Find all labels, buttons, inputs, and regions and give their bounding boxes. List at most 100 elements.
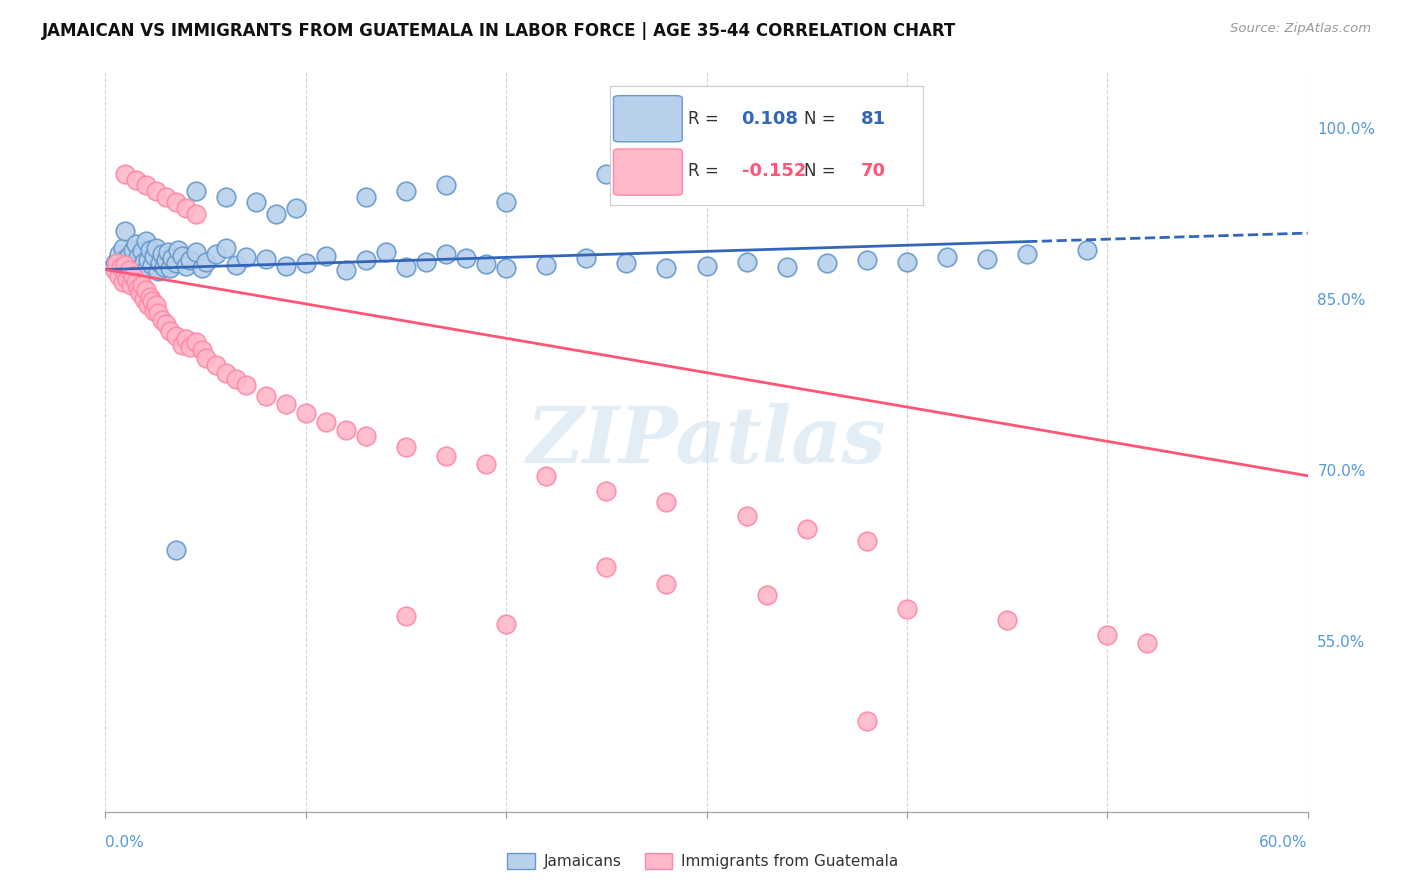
Point: [454, 251, 477, 265]
Point: [575, 251, 598, 265]
Point: [146, 263, 169, 277]
Point: [434, 178, 457, 193]
Point: [174, 332, 197, 346]
Point: [145, 184, 167, 198]
Point: [150, 312, 173, 326]
Point: [114, 266, 136, 280]
Point: [148, 256, 170, 270]
Point: [245, 195, 267, 210]
Point: [150, 246, 173, 260]
Point: [595, 483, 617, 498]
Point: [159, 324, 181, 338]
Point: [225, 258, 247, 272]
Point: [190, 343, 212, 358]
Point: [128, 286, 150, 301]
Point: [214, 189, 236, 203]
Point: [135, 283, 157, 297]
Point: [142, 303, 165, 318]
Point: [735, 254, 758, 268]
Point: [190, 261, 212, 276]
Point: [655, 261, 678, 276]
Point: [124, 259, 146, 273]
Point: [434, 246, 457, 260]
Point: [274, 397, 297, 411]
Point: [155, 317, 177, 331]
Point: [145, 241, 167, 255]
Point: [896, 602, 918, 616]
Point: [141, 294, 163, 309]
Point: [179, 340, 201, 354]
Point: [156, 245, 179, 260]
Point: [131, 278, 153, 293]
Point: [655, 577, 678, 591]
Point: [104, 262, 127, 277]
Point: [735, 508, 758, 523]
Point: [135, 234, 157, 248]
Point: [335, 262, 357, 277]
Point: [235, 377, 257, 392]
Point: [395, 184, 418, 198]
Point: [184, 335, 207, 350]
Point: [138, 290, 160, 304]
Point: [128, 263, 150, 277]
Point: [995, 613, 1018, 627]
Point: [142, 249, 165, 263]
Point: [184, 184, 207, 198]
Point: [136, 253, 159, 268]
Point: [155, 253, 177, 268]
Point: [118, 262, 141, 277]
Point: [118, 249, 141, 263]
Point: [295, 406, 318, 420]
Point: [475, 458, 498, 472]
Point: [124, 237, 146, 252]
Point: [214, 241, 236, 255]
Point: [141, 258, 163, 272]
Point: [1136, 636, 1159, 650]
Point: [755, 588, 778, 602]
Point: [145, 298, 167, 312]
Point: [595, 167, 617, 181]
Point: [159, 261, 181, 276]
Point: [110, 260, 132, 275]
Point: [114, 258, 136, 272]
Point: [170, 337, 193, 351]
Point: [214, 366, 236, 380]
Text: 60.0%: 60.0%: [1260, 836, 1308, 850]
Point: [696, 259, 718, 273]
Point: [1076, 243, 1098, 257]
Point: [495, 195, 517, 210]
Text: Source: ZipAtlas.com: Source: ZipAtlas.com: [1230, 22, 1371, 36]
Point: [127, 281, 149, 295]
Point: [855, 253, 877, 268]
Point: [112, 275, 135, 289]
Point: [179, 253, 201, 268]
Text: 0.0%: 0.0%: [105, 836, 145, 850]
Point: [166, 243, 188, 257]
Point: [194, 351, 217, 366]
Point: [395, 440, 418, 454]
Point: [122, 269, 145, 284]
Point: [135, 178, 157, 193]
Point: [104, 256, 127, 270]
Point: [136, 298, 159, 312]
Point: [354, 429, 377, 443]
Point: [122, 243, 145, 257]
Point: [117, 263, 139, 277]
Point: [108, 246, 131, 260]
Point: [595, 559, 617, 574]
Point: [434, 450, 457, 464]
Point: [655, 495, 678, 509]
Point: [124, 275, 146, 289]
Point: [254, 389, 277, 403]
Point: [776, 260, 799, 275]
Point: [295, 256, 318, 270]
Point: [170, 249, 193, 263]
Point: [284, 201, 307, 215]
Point: [131, 244, 153, 259]
Legend: Jamaicans, Immigrants from Guatemala: Jamaicans, Immigrants from Guatemala: [501, 847, 905, 875]
Point: [1097, 628, 1119, 642]
Point: [117, 271, 139, 285]
Point: [110, 260, 132, 275]
Point: [174, 259, 197, 273]
Point: [315, 415, 337, 429]
